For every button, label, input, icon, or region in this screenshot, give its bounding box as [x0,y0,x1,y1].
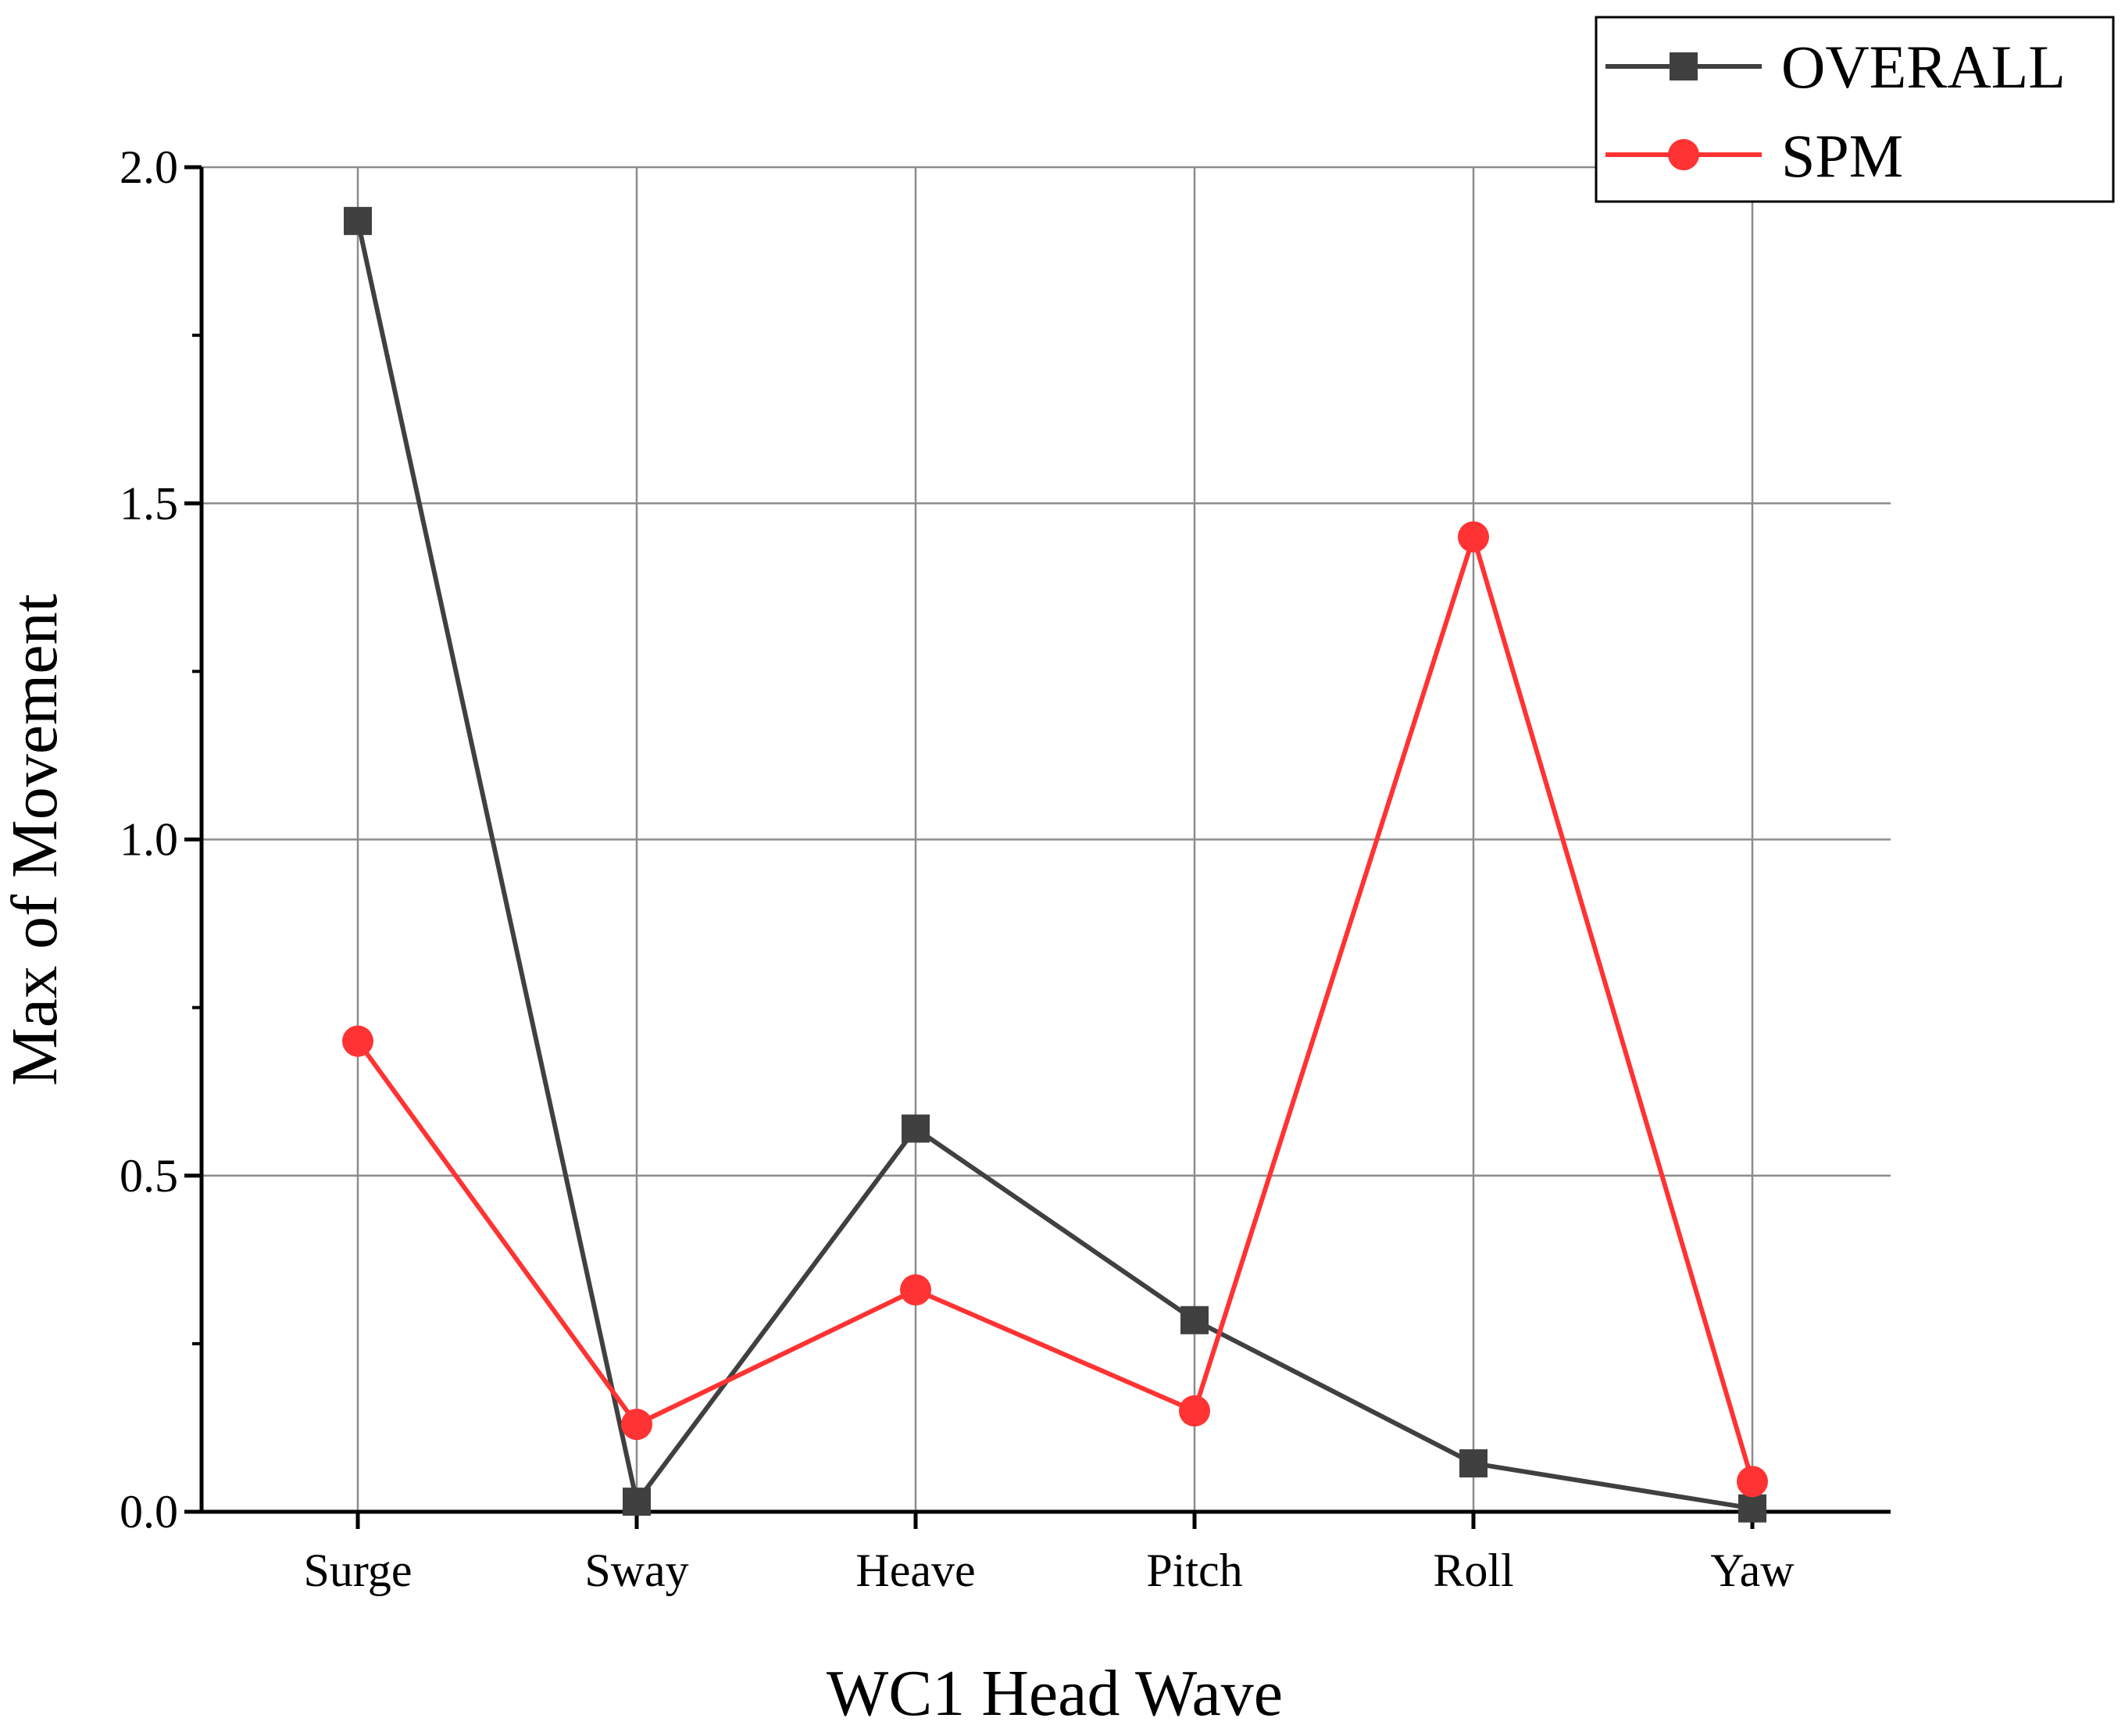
data-point-overall [623,1488,651,1516]
x-tick-label: Yaw [1710,1545,1795,1596]
x-tick-label: Roll [1433,1545,1513,1596]
data-point-spm [1458,521,1489,553]
data-point-overall [1180,1306,1209,1334]
data-point-spm [1737,1466,1768,1498]
y-tick-labels: 0.0 0.5 1.0 1.5 2.0 [120,141,178,1538]
y-axis-title: Max of Movement [0,594,71,1086]
series-line-overall [355,220,1753,1511]
y-tick-label: 1.5 [120,477,178,529]
data-point-overall [1459,1449,1488,1478]
x-tick-label: Sway [584,1545,688,1596]
data-point-overall [1738,1494,1766,1523]
data-point-overall [344,206,372,235]
legend-box [1595,16,2115,203]
grid-lines [202,166,1891,1512]
y-tick-label: 2.0 [120,141,178,193]
x-tick-label: Pitch [1146,1545,1242,1596]
data-point-overall [902,1114,930,1143]
series [342,206,1768,1523]
tick-marks [184,165,1755,1529]
legend-marker-spm [1668,139,1699,170]
legend: OVERALL SPM [1595,16,2115,203]
x-tick-label: Heave [855,1545,975,1596]
series-line-spm [355,534,1755,1483]
y-tick-label: 1.0 [120,814,178,866]
x-tick-label: Surge [304,1545,412,1596]
legend-marker-overall [1670,52,1698,80]
data-point-spm [1179,1395,1210,1427]
data-point-spm [900,1274,931,1306]
x-axis-title: WC1 Head Wave [827,1657,1283,1730]
y-tick-label: 0.0 [120,1486,178,1538]
y-tick-label: 0.5 [120,1150,178,1202]
data-point-spm [621,1409,652,1441]
legend-label-overall: OVERALL [1781,33,2066,101]
legend-label-spm: SPM [1781,122,1903,190]
data-point-spm [342,1025,373,1057]
x-tick-labels: Surge Sway Heave Pitch Roll Yaw [304,1545,1795,1596]
